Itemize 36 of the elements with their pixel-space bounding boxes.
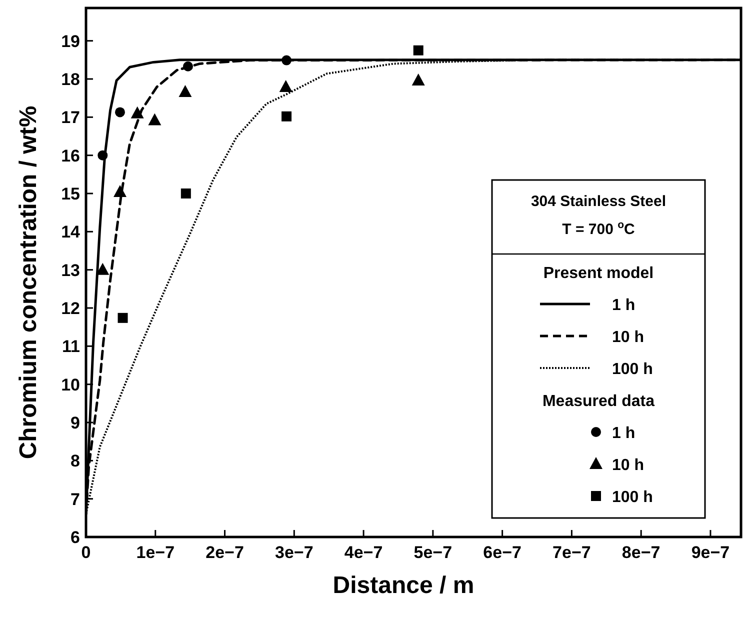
y-tick-label: 13 <box>61 260 80 280</box>
x-tick-label: 3e−7 <box>275 543 314 562</box>
legend-label: 100 h <box>612 489 653 506</box>
y-tick-label: 7 <box>70 490 80 509</box>
y-tick-label: 18 <box>61 70 80 89</box>
y-tick-label: 19 <box>61 32 80 51</box>
x-tick-label: 7e−7 <box>552 543 591 562</box>
legend-label: 1 h <box>612 425 636 442</box>
x-tick-label: 5e−7 <box>414 543 452 562</box>
legend-label: 100 h <box>612 361 653 378</box>
y-tick-label: 16 <box>61 146 80 166</box>
annotation: Present model <box>543 265 654 282</box>
x-tick-label: 1e−7 <box>136 543 175 562</box>
annotation: Measured data <box>542 393 655 410</box>
legend-title: 304 Stainless Steel <box>530 193 666 210</box>
y-tick-label: 8 <box>70 452 80 471</box>
x-tick-label: 6e−7 <box>483 543 522 562</box>
x-tick-label: 9e−7 <box>691 543 730 562</box>
y-tick-label: 10 <box>61 375 80 394</box>
y-tick-label: 17 <box>61 108 80 128</box>
legend-label: 10 h <box>612 457 644 474</box>
x-tick-label: 8e−7 <box>622 543 660 562</box>
x-tick-label: 2e−7 <box>206 543 244 562</box>
y-tick-label: 11 <box>62 337 80 356</box>
y-axis-title: Chromium concentration / wt% <box>15 106 42 460</box>
y-tick-label: 14 <box>61 222 81 242</box>
y-tick-label: 12 <box>61 298 80 318</box>
legend-label: 10 h <box>612 329 644 346</box>
legend-label: 1 h <box>612 297 636 314</box>
x-axis-title: Distance / m <box>332 572 474 599</box>
y-tick-label: 15 <box>61 184 80 204</box>
x-tick-label: 4e−7 <box>344 543 383 562</box>
x-tick-label: 0 <box>81 543 91 562</box>
y-tick-label: 9 <box>70 414 80 432</box>
annotation: T = 700 $^{o}$C <box>562 219 636 238</box>
y-tick-label: 6 <box>70 528 80 547</box>
